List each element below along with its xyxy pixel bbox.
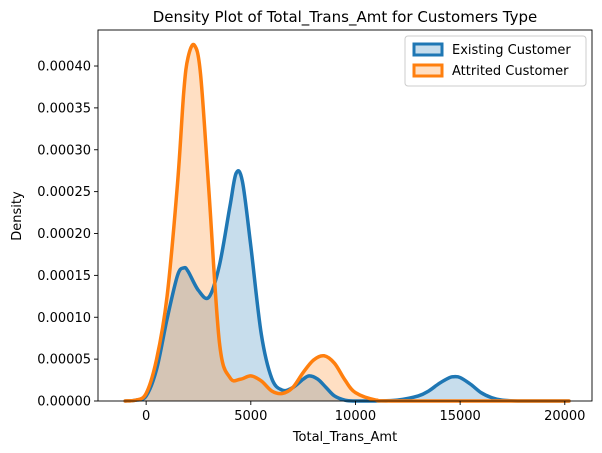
y-tick-label: 0.00035 [37,101,91,116]
y-tick-label: 0.00010 [37,311,91,326]
y-tick-label: 0.00030 [37,143,91,158]
x-axis: 0 5000 10000 15000 20000 [142,401,585,424]
series-area-existing [125,170,569,401]
x-tick-label: 0 [142,409,150,424]
x-tick-label: 15000 [439,409,480,424]
series-line-attrited [123,42,571,403]
y-tick-label: 0.00015 [37,269,91,284]
legend-label-attrited: Attrited Customer [452,64,569,79]
y-tick-label: 0.00025 [37,185,91,200]
series-line-existing [123,169,571,403]
x-tick-label: 20000 [544,409,585,424]
x-tick-label: 10000 [335,409,376,424]
legend-box [404,35,587,87]
y-tick-label: 0.00020 [37,227,91,242]
y-axis: 0.00000 0.00005 0.00010 0.00015 0.00020 0.000… [37,60,98,410]
legend-label-existing: Existing Customer [452,43,571,58]
chart-title: Density Plot of Total_Trans_Amt for Cust… [153,8,538,27]
legend: Existing Customer Attrited Customer [404,35,587,87]
x-tick-label: 5000 [234,409,267,424]
legend-swatch-attrited [412,63,444,78]
y-tick-label: 0.00000 [37,395,91,410]
axes-frame [97,29,593,402]
y-tick-label: 0.00005 [37,353,91,368]
y-axis-label: Density [10,191,25,241]
series-area-attrited [125,44,569,401]
y-tick-label: 0.00040 [37,60,91,75]
legend-swatch-existing [412,42,444,57]
x-axis-label: Total_Trans_Amt [292,430,397,445]
plot-area [97,29,593,403]
